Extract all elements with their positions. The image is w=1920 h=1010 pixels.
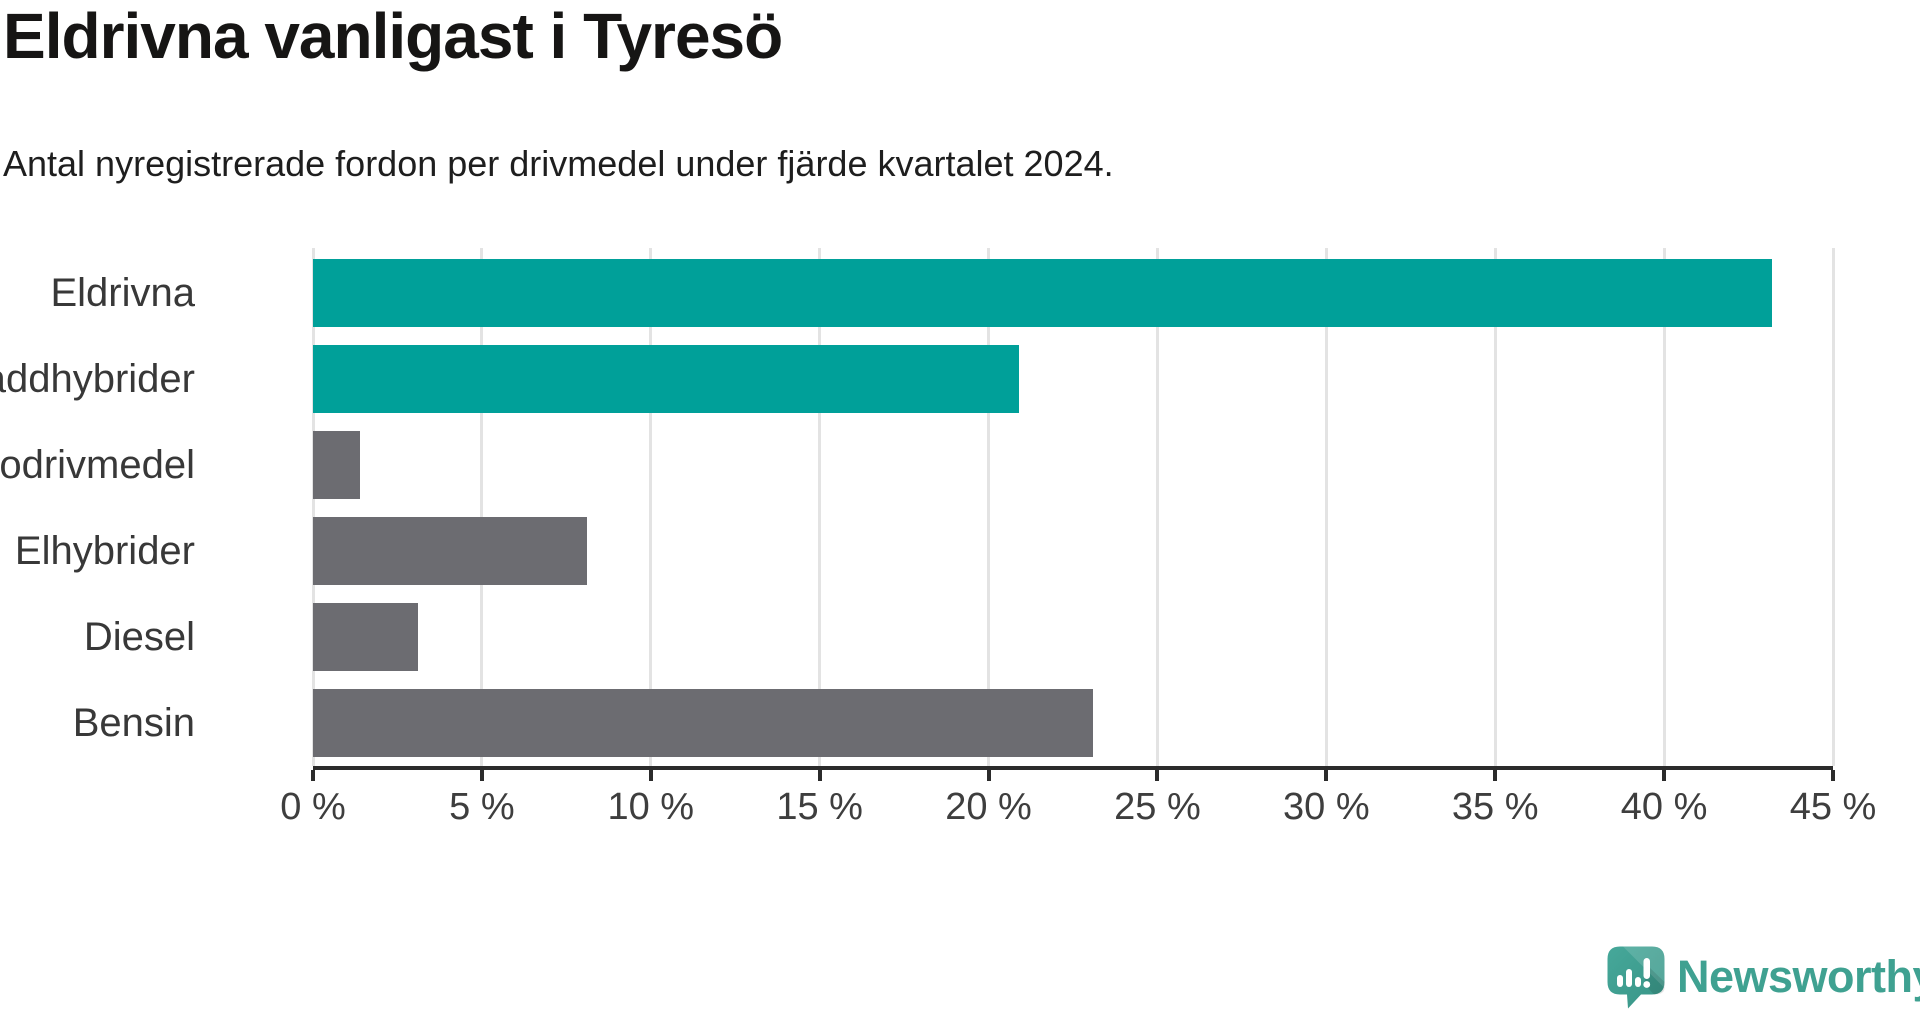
bar-elhybrider bbox=[313, 516, 587, 585]
x-axis-tick-30 bbox=[1324, 770, 1329, 781]
category-label-diesel: Diesel bbox=[83, 614, 195, 659]
x-axis-tick-35 bbox=[1493, 770, 1498, 781]
x-axis-tick-label: 10 % bbox=[607, 786, 695, 828]
chart-subtitle: Antal nyregistrerade fordon per drivmede… bbox=[3, 143, 1114, 184]
gridline-20 bbox=[987, 248, 991, 766]
x-axis-tick-45 bbox=[1831, 770, 1835, 781]
x-axis-tick-label: 5 % bbox=[449, 786, 515, 828]
bar-laddhybrider bbox=[313, 344, 1019, 413]
x-axis-tick-10 bbox=[648, 770, 653, 781]
x-axis-tick-0 bbox=[311, 770, 315, 781]
x-axis-tick-40 bbox=[1662, 770, 1667, 781]
newsworthy-logo: Newsworthy bbox=[1607, 946, 1920, 1010]
x-axis-tick-label: 45 % bbox=[1789, 786, 1877, 828]
gridline-10 bbox=[649, 248, 653, 766]
x-axis-tick-label: 20 % bbox=[945, 786, 1032, 828]
category-label-eldrivna: Eldrivna bbox=[50, 271, 195, 315]
category-label-laddhybrider: Laddhybrider bbox=[0, 356, 195, 401]
x-axis-tick-label: 35 % bbox=[1451, 786, 1539, 828]
gridline-30 bbox=[1324, 248, 1328, 766]
category-label-elhybrider: Elhybrider bbox=[14, 528, 195, 573]
bar-biodrivmedel bbox=[313, 430, 361, 499]
gridline-15 bbox=[818, 248, 822, 766]
x-axis-tick-label: 30 % bbox=[1283, 786, 1370, 828]
x-axis-tick-5 bbox=[479, 770, 484, 781]
gridline-45 bbox=[1831, 248, 1835, 766]
gridline-0 bbox=[311, 248, 315, 766]
chart-title: Eldrivna vanligast i Tyresö bbox=[3, 0, 783, 72]
x-axis-line bbox=[313, 766, 1833, 770]
bar-diesel bbox=[313, 602, 418, 671]
x-axis-tick-15 bbox=[817, 770, 822, 781]
x-axis-tick-20 bbox=[986, 770, 991, 781]
gridline-40 bbox=[1662, 248, 1666, 766]
x-axis-tick-label: 25 % bbox=[1114, 786, 1201, 828]
gridline-5 bbox=[480, 248, 484, 766]
bar-chart-plot-area: 0 % 5 % 10 % 15 % 20 % 25 % 30 % 35 % 40 % 45 % E… bbox=[0, 248, 1876, 828]
gridline-25 bbox=[1155, 248, 1159, 766]
bar-eldrivna bbox=[313, 259, 1773, 327]
category-label-biodrivmedel: Biodrivmedel bbox=[0, 442, 195, 487]
gridline-35 bbox=[1493, 248, 1497, 766]
x-axis-tick-label: 40 % bbox=[1620, 786, 1708, 828]
newsworthy-logo-text: Newsworthy bbox=[1677, 951, 1920, 1002]
bar-bensin bbox=[313, 688, 1094, 757]
x-axis-tick-25 bbox=[1155, 770, 1160, 781]
category-label-bensin: Bensin bbox=[72, 700, 195, 745]
x-axis-tick-label: 15 % bbox=[776, 786, 863, 828]
x-axis-tick-label: 0 % bbox=[280, 786, 346, 828]
newsworthy-icon bbox=[1607, 946, 1665, 1009]
